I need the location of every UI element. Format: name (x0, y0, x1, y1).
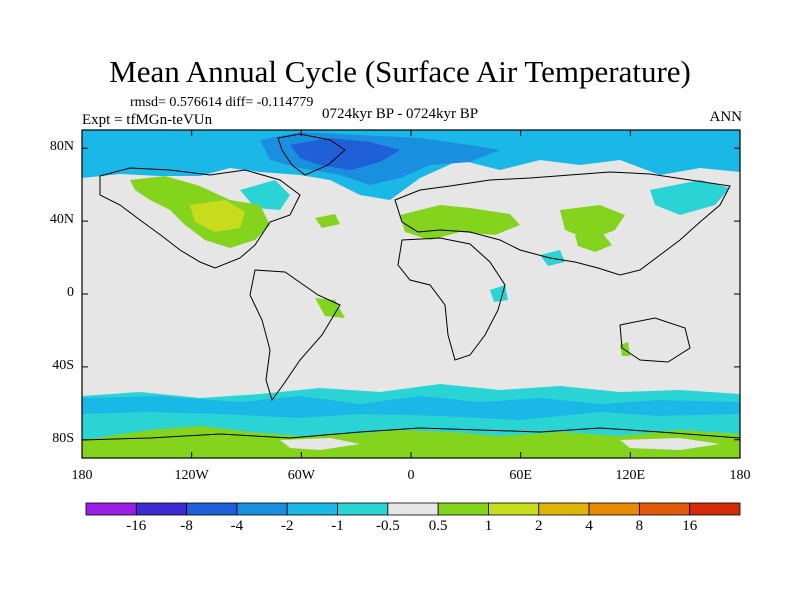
lat-tick-label: 80S (52, 430, 74, 446)
colorbar-tick-label: -0.5 (375, 518, 400, 534)
colorbar-swatch (337, 502, 389, 516)
colorbar-swatch (588, 502, 640, 516)
anomaly-antarctica-green (82, 426, 740, 458)
anomaly-antarctica-gray2 (620, 438, 720, 450)
colorbar-swatch (236, 502, 288, 516)
colorbar-swatch (689, 502, 741, 516)
lon-tick-label: 180 (729, 468, 751, 483)
colorbar-swatch (85, 502, 137, 516)
colorbar-tick-label: 0.5 (428, 518, 448, 534)
colorbar-swatch (488, 502, 540, 516)
colorbar-tick-label: 1 (484, 518, 493, 534)
lon-tick-label: 120W (174, 468, 209, 483)
anomaly-tibet (575, 230, 612, 252)
colorbar-swatch (437, 502, 489, 516)
colorbar-swatch (538, 502, 590, 516)
colorbar-tick-label: -4 (230, 518, 244, 534)
season-text: ANN (709, 109, 743, 125)
colorbar-tick-label: 16 (682, 518, 698, 534)
anomaly-asia-east (650, 180, 730, 215)
anomaly-southern-ocean-blue (82, 396, 740, 420)
colorbar-swatch (286, 502, 338, 516)
colorbar-tick-label: -8 (180, 518, 193, 534)
lon-tick-label: 0 (407, 468, 415, 483)
colorbar-tick-label: -2 (280, 518, 294, 534)
lon-tick-label: 60E (509, 468, 532, 483)
map-ticks (81, 130, 741, 458)
lat-tick-label: 40S (52, 357, 74, 373)
lat-tick-label: 40N (49, 212, 74, 228)
lat-tick-label: 80N (49, 139, 74, 155)
colorbar-swatch (638, 502, 691, 516)
colorbar-tick-label: 2 (535, 518, 543, 534)
lon-tick-label: 180 (71, 468, 93, 483)
colorbar-tick-label: -16 (126, 518, 147, 534)
map-area (82, 130, 740, 458)
anomaly-aus-south (620, 342, 630, 356)
coastlines (82, 133, 740, 441)
colorbar-tick-label: 8 (635, 518, 644, 534)
experiment-text: Expt = tfMGn-teVUn (82, 112, 213, 128)
anomaly-atlantic-eq (315, 298, 345, 318)
period-text: 0724kyr BP - 0724kyr BP (322, 106, 479, 122)
stats-text: rmsd= 0.576614 diff= -0.114779 (130, 95, 314, 110)
anomaly-north-america-core (190, 200, 245, 232)
colorbar-swatch (186, 502, 238, 516)
colorbar-tick-label: -1 (331, 518, 344, 534)
anomaly-nw-atlantic (240, 180, 290, 210)
anomaly-atlantic-patch (315, 214, 340, 228)
colorbar (85, 502, 741, 516)
anomaly-central-asia (560, 205, 625, 240)
colorbar-swatch (135, 502, 188, 516)
colorbar-tick-label: 4 (585, 518, 593, 534)
lon-tick-label: 120E (615, 468, 646, 483)
anomaly-greenland (290, 138, 400, 170)
anomaly-antarctica-gray (280, 438, 360, 450)
colorbar-swatch (387, 502, 439, 516)
lat-tick-label: 0 (67, 285, 74, 300)
plot-title: Mean Annual Cycle (Surface Air Temperatu… (109, 54, 691, 89)
lon-tick-label: 60W (287, 468, 315, 483)
